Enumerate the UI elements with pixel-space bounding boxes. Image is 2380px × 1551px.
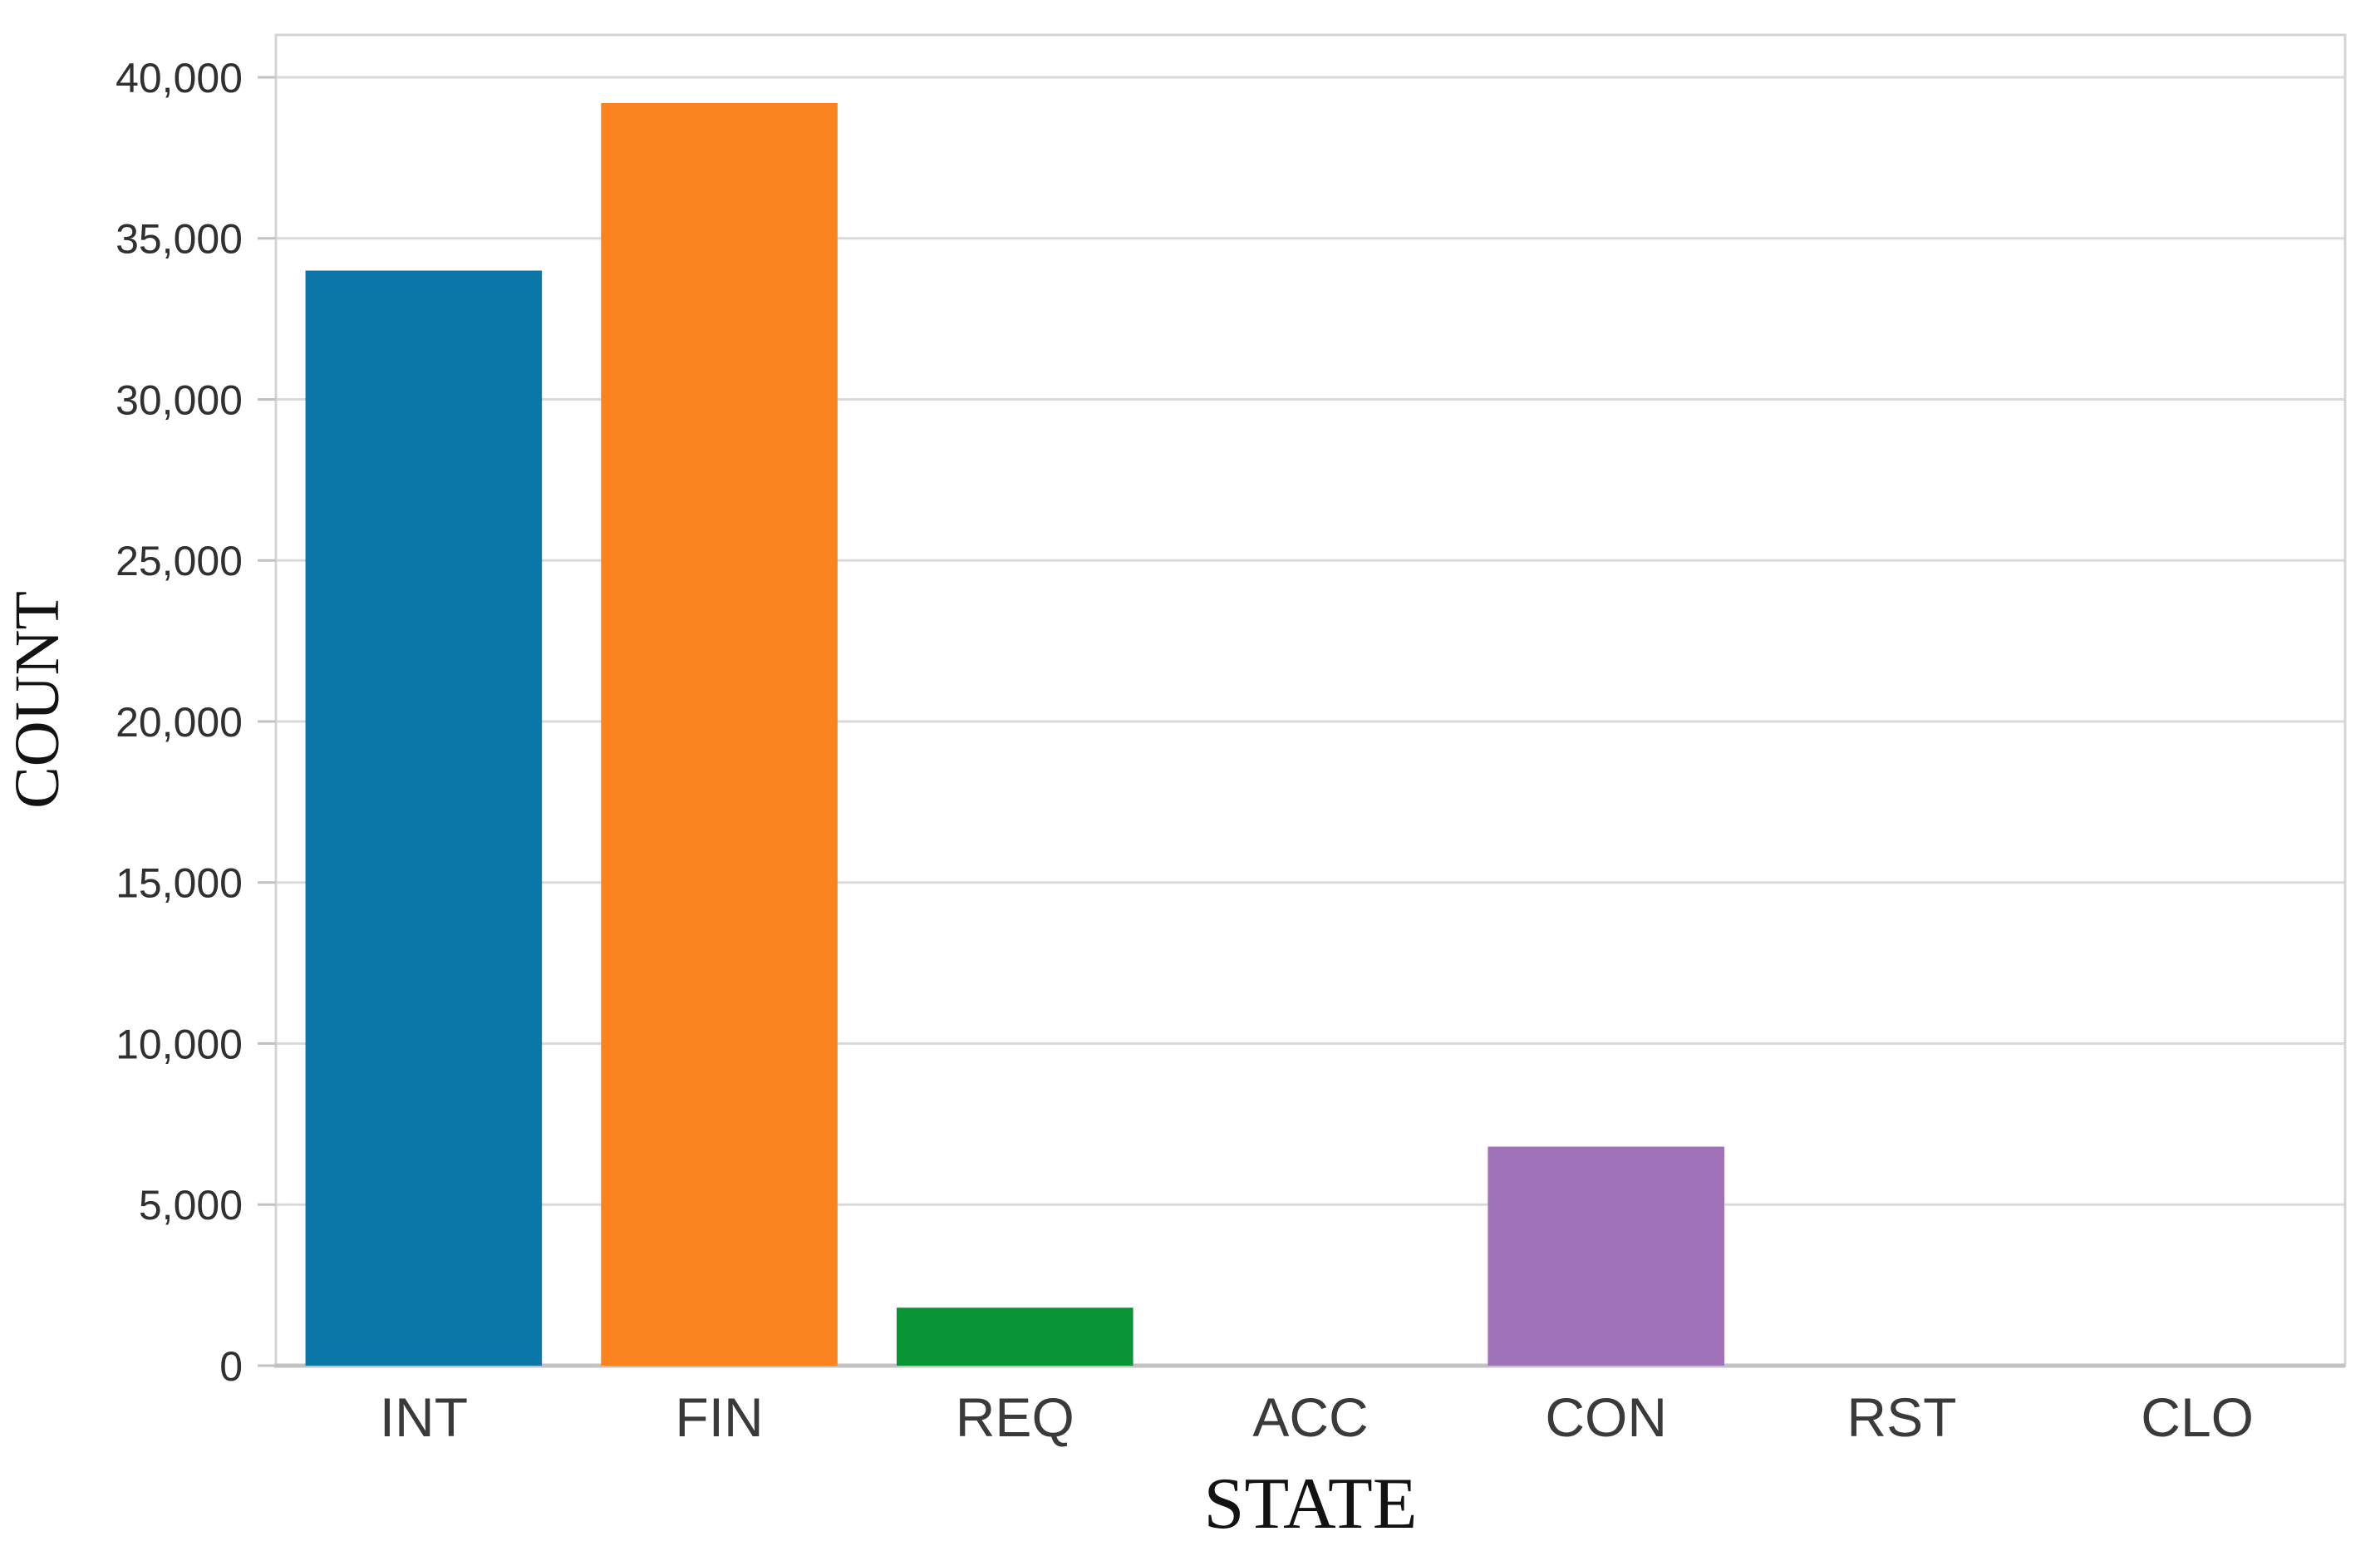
y-tick-label: 0: [219, 1343, 243, 1390]
bar-int: [305, 270, 543, 1366]
x-tick-label-req: REQ: [956, 1386, 1074, 1448]
x-tick-label-con: CON: [1545, 1386, 1667, 1448]
x-tick-label-clo: CLO: [2141, 1386, 2254, 1448]
y-tick-label: 20,000: [116, 699, 243, 746]
y-tick-label: 10,000: [116, 1021, 243, 1067]
y-axis-ticks-group: 0 5,000 10,000 15,000 20,000 25,000 30,000 35,0…: [116, 55, 276, 1390]
gridlines-group: [276, 76, 2345, 1206]
plot-frame-group: [274, 33, 2347, 1368]
x-tick-label-acc: ACC: [1252, 1386, 1368, 1448]
y-axis-title: COUNT: [2, 591, 72, 809]
x-tick-label-fin: FIN: [675, 1386, 763, 1448]
y-tick-label: 15,000: [116, 860, 243, 907]
x-axis-title: STATE: [1204, 1464, 1418, 1544]
bars-group: [305, 102, 1724, 1366]
x-tick-label-rst: RST: [1846, 1386, 1956, 1448]
y-tick-label: 30,000: [116, 377, 243, 423]
y-tick-label: 40,000: [116, 55, 243, 101]
bar-con: [1488, 1146, 1724, 1366]
x-tick-label-int: INT: [380, 1386, 468, 1448]
y-tick-label: 25,000: [116, 538, 243, 584]
bar-fin: [601, 102, 838, 1366]
x-axis-ticks-group: INT FIN REQ ACC CON RST CLO: [380, 1386, 2254, 1448]
y-tick-label: 35,000: [116, 216, 243, 263]
y-tick-label: 5,000: [139, 1182, 243, 1228]
bar-req: [897, 1307, 1133, 1366]
plot-frame: [274, 33, 2347, 1367]
